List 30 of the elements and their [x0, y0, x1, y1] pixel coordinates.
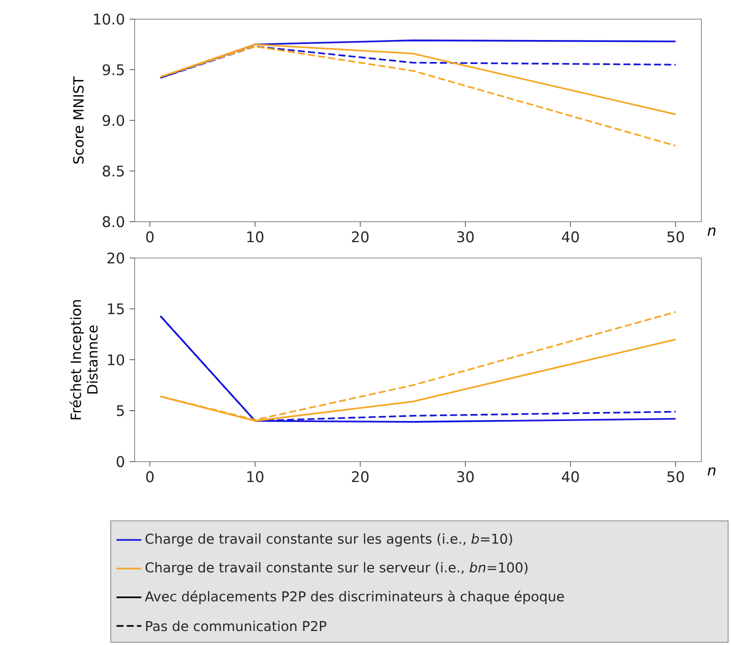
x-tick-label: 0: [146, 231, 154, 242]
y-tick-label: 9.0: [102, 114, 124, 126]
text: Charge de travail constante sur les agents (i.e., b=10): [146, 533, 512, 546]
x-tick-label: 30: [457, 471, 474, 482]
x-axis-title: n: [708, 227, 716, 236]
x-tick-label: 10: [247, 471, 264, 482]
x-tick-label: 20: [352, 471, 369, 482]
y-tick-label: 8.0: [102, 216, 124, 228]
x-tick-label: 50: [667, 231, 684, 242]
text: Charge de travail constante sur le serveur (i.e., bn=100): [146, 562, 528, 576]
x-tick-label: 40: [562, 471, 579, 482]
y-tick-label: 10: [108, 354, 124, 366]
x-tick-label: 40: [562, 231, 579, 242]
y-axis-title: Score MNIST: [73, 76, 84, 164]
y-tick-label: 0: [116, 456, 124, 468]
x-tick-label: 30: [457, 231, 474, 242]
y-tick-label: 8.5: [102, 165, 124, 177]
x-tick-label: 20: [352, 231, 369, 242]
text: Pas de communication P2P: [146, 620, 326, 632]
text: Avec déplacements P2P des discriminateurs à chaque époque: [144, 590, 564, 604]
y-tick-label: 9.5: [102, 64, 124, 76]
y-tick-label: 5: [116, 405, 124, 416]
x-tick-label: 50: [667, 471, 684, 482]
x-tick-label: 0: [146, 471, 154, 482]
y-tick-label: 20: [108, 252, 124, 264]
y-tick-label: 10.0: [94, 14, 124, 25]
y-axis-title: Fréchet Inception Distannce: [70, 300, 98, 420]
x-tick-label: 10: [247, 231, 264, 242]
x-axis-title: n: [708, 467, 716, 476]
y-tick-label: 15: [108, 303, 124, 314]
